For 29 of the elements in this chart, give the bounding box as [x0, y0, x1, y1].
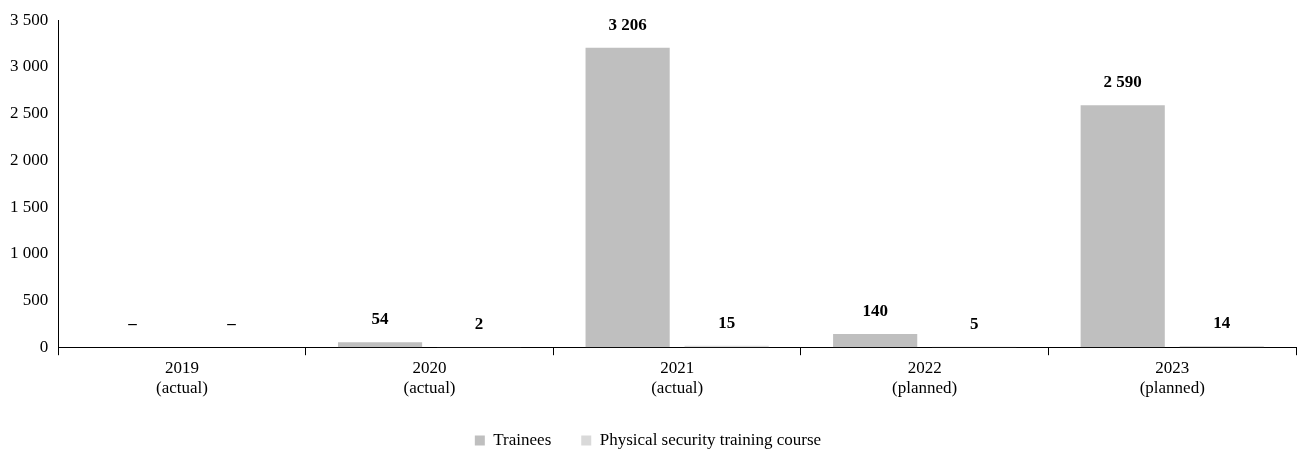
data-label: 14 — [1213, 312, 1231, 332]
y-tick-label: 3 500 — [10, 9, 49, 29]
y-tick-label: 500 — [22, 289, 49, 309]
data-label: 2 — [474, 313, 484, 333]
data-label: 15 — [718, 312, 736, 332]
y-tick-label: 1 500 — [10, 196, 49, 216]
x-tick-label: 2021 (actual) — [651, 357, 704, 398]
text: – — [128, 314, 137, 334]
text: – — [227, 314, 236, 334]
bar — [585, 47, 670, 348]
x-tick-label: 2019 (actual) — [156, 357, 208, 398]
data-label: 140 — [862, 301, 888, 321]
bar — [337, 342, 423, 348]
y-tick-label: 2 000 — [10, 149, 49, 169]
x-tick-label: 2020 (actual) — [403, 357, 456, 398]
legend-label: Trainees — [493, 429, 552, 449]
y-tick-label: 1 000 — [10, 243, 49, 263]
data-label: 2 590 — [1103, 72, 1142, 92]
y-tick-label: 0 — [39, 336, 49, 356]
y-tick-label: 2 500 — [10, 103, 49, 123]
data-label: 5 — [969, 313, 979, 333]
legend-label: Physical security training course — [599, 429, 822, 449]
data-label: 3 206 — [608, 14, 647, 34]
data-label: 54 — [371, 309, 390, 329]
bar — [833, 334, 918, 348]
y-tick-label: 3 000 — [10, 56, 49, 76]
x-tick-label: 2022 (planned) — [892, 357, 958, 398]
x-tick-label: 2023 (planned) — [1139, 357, 1205, 398]
bar — [1080, 105, 1165, 348]
